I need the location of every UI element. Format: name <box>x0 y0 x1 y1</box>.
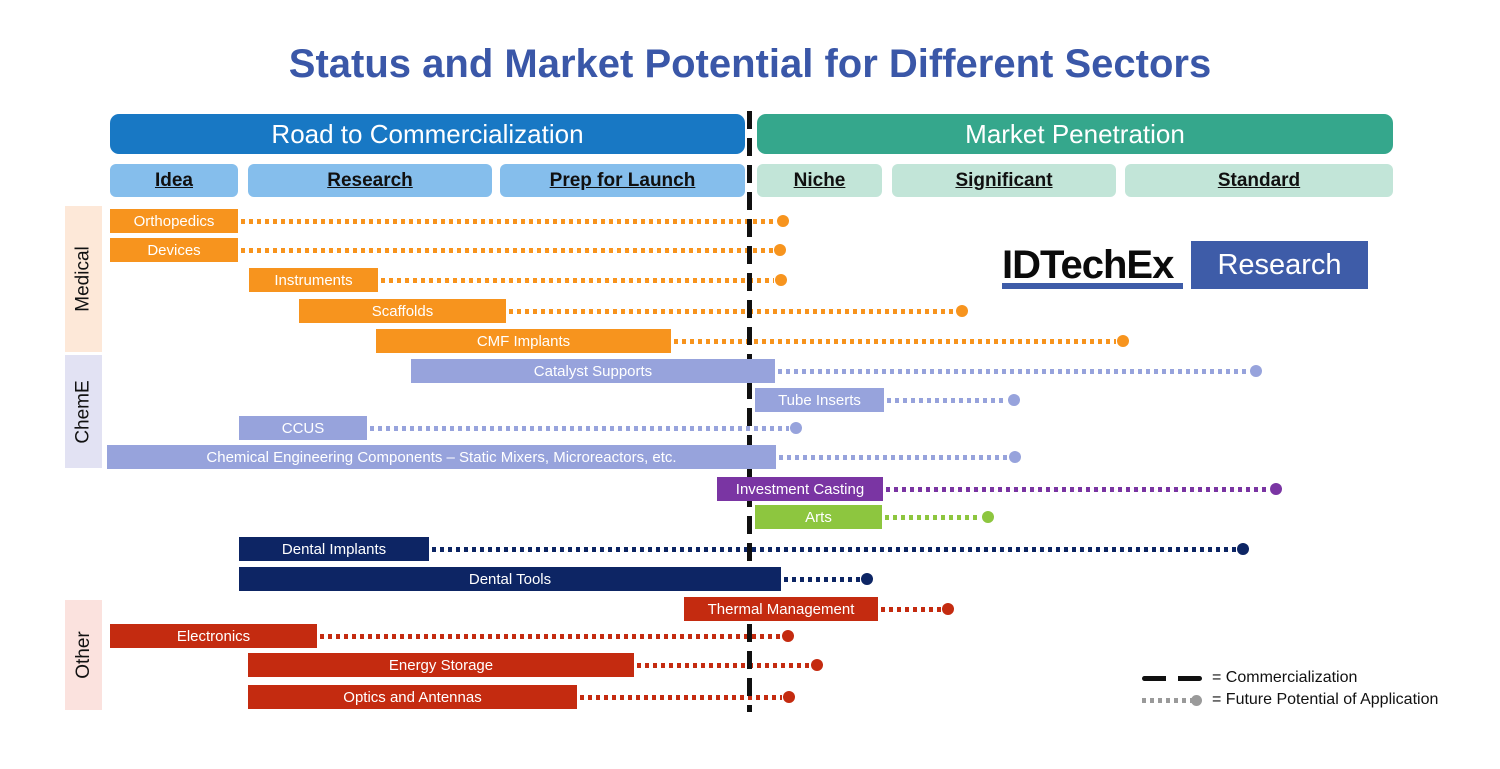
sector-bar-investment-casting: Investment Casting <box>717 477 883 501</box>
sector-bar-energy-storage: Energy Storage <box>248 653 634 677</box>
phase-header-market-penetration: Market Penetration <box>757 114 1393 154</box>
future-dot-tube-inserts <box>1008 394 1020 406</box>
stage-niche: Niche <box>757 164 882 197</box>
phase-header-road-to-commercialization: Road to Commercialization <box>110 114 745 154</box>
sector-bar-orthopedics: Orthopedics <box>110 209 238 233</box>
future-dotted-line-cmf-implants <box>674 339 1116 344</box>
stage-research-label: Research <box>327 169 413 191</box>
section-other-text: Other <box>72 631 94 679</box>
section-label-medical: Medical <box>65 206 102 352</box>
sector-bar-optics-and-antennas: Optics and Antennas <box>248 685 577 709</box>
future-dotted-line-optics-and-antennas <box>580 695 782 700</box>
future-dot-instruments <box>775 274 787 286</box>
future-dot-investment-casting <box>1270 483 1282 495</box>
section-label-cheme: ChemE <box>65 355 102 468</box>
future-dot-dental-implants <box>1237 543 1249 555</box>
section-medical-text: Medical <box>72 246 94 312</box>
future-dotted-line-chemical-engineering-components-static-mixers-microreactors-etc <box>779 455 1008 460</box>
legend-future-potential: = Future Potential of Application <box>1142 690 1438 710</box>
sector-bar-tube-inserts: Tube Inserts <box>755 388 884 412</box>
future-dot-catalyst-supports <box>1250 365 1262 377</box>
future-dot-orthopedics <box>777 215 789 227</box>
sector-bar-arts: Arts <box>755 505 882 529</box>
page-title: Status and Market Potential for Differen… <box>288 42 1212 86</box>
future-dotted-line-orthopedics <box>241 219 776 224</box>
idtechex-logo-underline <box>1002 283 1183 289</box>
sector-bar-dental-implants: Dental Implants <box>239 537 429 561</box>
sector-bar-electronics: Electronics <box>110 624 317 648</box>
sector-bar-catalyst-supports: Catalyst Supports <box>411 359 775 383</box>
future-dotted-line-scaffolds <box>509 309 955 314</box>
future-dotted-line-arts <box>885 515 981 520</box>
stage-idea: Idea <box>110 164 238 197</box>
stage-prep-for-launch: Prep for Launch <box>500 164 745 197</box>
future-dotted-line-devices <box>241 248 773 253</box>
future-dot-optics-and-antennas <box>783 691 795 703</box>
idtechex-logo-text: IDTechEx <box>1002 243 1174 287</box>
commercialization-dashed-line <box>747 111 752 712</box>
phase-header-right-label: Market Penetration <box>965 118 1185 149</box>
future-dotted-line-ccus <box>370 426 789 431</box>
future-dotted-line-catalyst-supports <box>778 369 1249 374</box>
legend-future-potential-label: = Future Potential of Application <box>1212 691 1439 708</box>
section-cheme-text: ChemE <box>72 379 94 444</box>
legend-commercialization-label: = Commercialization <box>1212 669 1358 686</box>
sector-bar-chemical-engineering-components-static-mixers-microreactors-etc: Chemical Engineering Components – Static… <box>107 445 776 469</box>
future-dotted-line-dental-tools <box>784 577 860 582</box>
future-dot-dental-tools <box>861 573 873 585</box>
sector-bar-instruments: Instruments <box>249 268 378 292</box>
idtechex-research-label: Research <box>1217 248 1342 281</box>
future-dot-chemical-engineering-components-static-mixers-microreactors-etc <box>1009 451 1021 463</box>
future-dot-scaffolds <box>956 305 968 317</box>
section-label-other: Other <box>65 600 102 710</box>
stage-standard: Standard <box>1125 164 1393 197</box>
future-dot-devices <box>774 244 786 256</box>
sector-bar-scaffolds: Scaffolds <box>299 299 506 323</box>
phase-header-left-label: Road to Commercialization <box>271 118 584 149</box>
future-dotted-line-energy-storage <box>637 663 810 668</box>
sector-bar-dental-tools: Dental Tools <box>239 567 781 591</box>
legend-commercialization: = Commercialization <box>1142 668 1357 688</box>
future-dot-electronics <box>782 630 794 642</box>
stage-idea-label: Idea <box>154 169 194 191</box>
future-dotted-line-investment-casting <box>886 487 1269 492</box>
sector-bar-thermal-management: Thermal Management <box>684 597 878 621</box>
stage-standard-label: Standard <box>1217 169 1301 191</box>
future-dotted-line-thermal-management <box>881 607 941 612</box>
future-dotted-line-electronics <box>320 634 781 639</box>
stage-significant-label: Significant <box>955 169 1053 191</box>
future-dot-thermal-management <box>942 603 954 615</box>
future-dotted-line-instruments <box>381 278 774 283</box>
stage-research: Research <box>248 164 492 197</box>
future-dot-energy-storage <box>811 659 823 671</box>
sector-bar-devices: Devices <box>110 238 238 262</box>
future-dot-cmf-implants <box>1117 335 1129 347</box>
stage-niche-label: Niche <box>793 169 846 191</box>
end-dot-swatch <box>1191 695 1202 706</box>
idtechex-research-badge: Research <box>1191 241 1368 289</box>
dashed-line-icon <box>1142 675 1202 681</box>
future-dotted-line-tube-inserts <box>887 398 1007 403</box>
sector-bar-ccus: CCUS <box>239 416 367 440</box>
dotted-line-swatch <box>1142 698 1192 703</box>
sector-bar-cmf-implants: CMF Implants <box>376 329 671 353</box>
stage-significant: Significant <box>892 164 1116 197</box>
future-dotted-line-dental-implants <box>432 547 1236 552</box>
dotted-line-dot-icon <box>1142 694 1202 706</box>
future-dot-arts <box>982 511 994 523</box>
future-dot-ccus <box>790 422 802 434</box>
stage-prep-for-launch-label: Prep for Launch <box>549 169 696 191</box>
